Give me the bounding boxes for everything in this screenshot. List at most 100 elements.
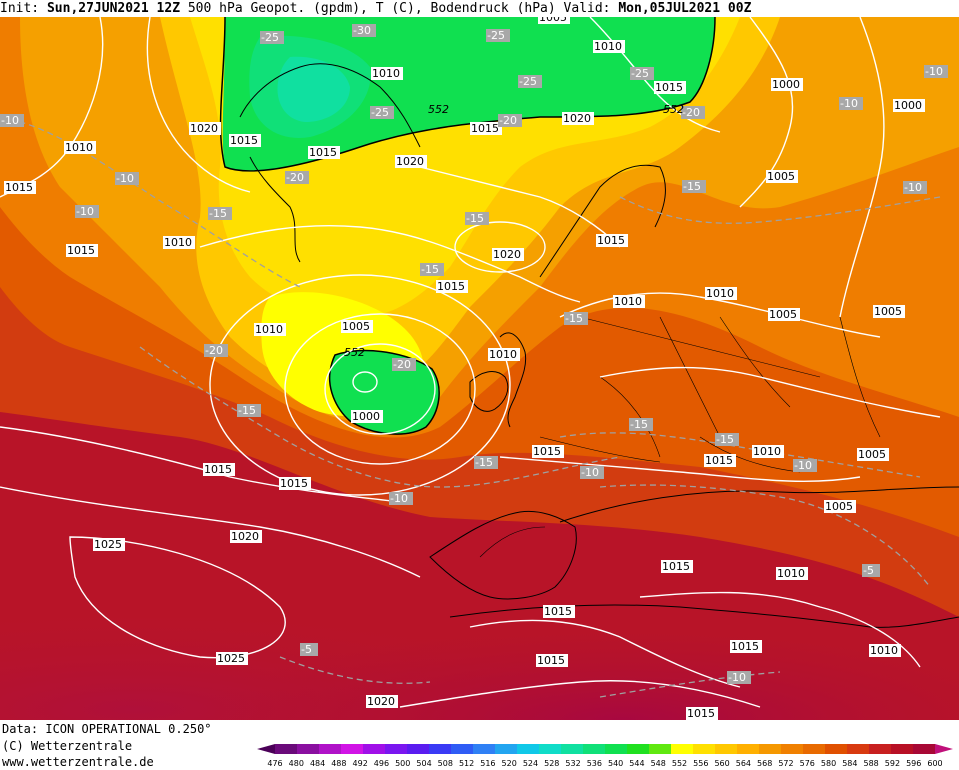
pressure-label: 1020	[563, 112, 591, 125]
temperature-label: -25	[631, 67, 649, 80]
temperature-labels: -25 -30 -25 -25 -25 -25 -20 -20 -10 -10 …	[0, 24, 948, 684]
temperature-label: -15	[238, 404, 256, 417]
isobars	[0, 17, 941, 708]
temperature-label: -20	[499, 114, 517, 127]
legend-tick-label: 572	[778, 759, 793, 768]
pressure-label: 1010	[594, 40, 622, 53]
temperature-label: -15	[630, 418, 648, 431]
legend-tick-label: 512	[459, 759, 474, 768]
legend-swatch	[429, 744, 452, 754]
legend-tick-label: 496	[374, 759, 389, 768]
pressure-label: 1015	[533, 445, 561, 458]
temperature-label: -10	[1, 114, 19, 127]
legend-tick-label: 568	[757, 759, 772, 768]
pressure-label: 1015	[537, 654, 565, 667]
legend-swatch	[473, 744, 496, 754]
legend-swatch	[583, 744, 606, 754]
pressure-label: 1010	[372, 67, 400, 80]
legend-tick-label: 556	[693, 759, 708, 768]
website-link[interactable]: www.wetterzentrale.de	[2, 755, 154, 769]
legend-tick-label: 540	[608, 759, 623, 768]
temperature-label: -15	[466, 212, 484, 225]
pressure-label: 1010	[65, 141, 93, 154]
pressure-label: 1000	[772, 78, 800, 91]
geopotential-label: 552	[344, 346, 365, 359]
pressure-label: 1015	[471, 122, 499, 135]
color-legend: 476 480 484 488 492 496 500 504 508 512 516 520 524 5…	[257, 744, 953, 768]
legend-swatch	[605, 744, 628, 754]
legend-swatch	[671, 744, 694, 754]
pressure-label: 1010	[706, 287, 734, 300]
legend-tick-label: 548	[651, 759, 666, 768]
legend-swatch	[517, 744, 540, 754]
pressure-label: 1020	[231, 530, 259, 543]
temperature-label: -10	[925, 65, 943, 78]
legend-swatch	[825, 744, 848, 754]
legend-tick-label: 476	[267, 759, 282, 768]
legend-tick-label: 508	[438, 759, 453, 768]
pressure-label: 1010	[777, 567, 805, 580]
pressure-label: 1000	[352, 410, 380, 423]
geopotential-labels: 552 552 552	[344, 103, 684, 359]
temperature-label: -10	[76, 205, 94, 218]
temperature-label: -5	[863, 564, 874, 577]
legend-tick-label: 584	[842, 759, 857, 768]
legend-swatch	[363, 744, 386, 754]
temperature-label: -20	[286, 171, 304, 184]
temperature-label: -20	[393, 358, 411, 371]
pressure-label: 1015	[705, 454, 733, 467]
geopotential-fill	[0, 17, 959, 720]
pressure-label: 1015	[662, 560, 690, 573]
temperature-label: -10	[728, 671, 746, 684]
legend-tick-label: 560	[714, 759, 729, 768]
legend-tick-label: 516	[480, 759, 495, 768]
pressure-label: 1005	[767, 170, 795, 183]
copyright: (C) Wetterzentrale	[2, 739, 133, 753]
legend-tick-label: 580	[821, 759, 836, 768]
legend-swatch	[275, 744, 298, 754]
chart-footer: Data: ICON OPERATIONAL 0.250° (C) Wetter…	[0, 720, 959, 770]
legend-tick-label: 576	[800, 759, 815, 768]
legend-swatch	[561, 744, 584, 754]
legend-swatch	[627, 744, 650, 754]
pressure-label: 1010	[870, 644, 898, 657]
legend-swatch	[297, 744, 320, 754]
pressure-label: 1015	[204, 463, 232, 476]
pressure-label: 1015	[230, 134, 258, 147]
pressure-label: 1005	[342, 320, 370, 333]
legend-arrow-right	[935, 744, 953, 754]
valid-value: Mon,05JUL2021 00Z	[618, 1, 752, 16]
init-value: Sun,27JUN2021 12Z	[46, 1, 181, 16]
pressure-label: 1015	[544, 605, 572, 618]
legend-swatch	[715, 744, 738, 754]
pressure-label: 1010	[489, 348, 517, 361]
legend-tick-label: 564	[736, 759, 751, 768]
legend-swatch	[319, 744, 342, 754]
temperature-label: -15	[716, 433, 734, 446]
legend-tick-label: 500	[395, 759, 410, 768]
pressure-label: 1015	[309, 146, 337, 159]
temperature-label: -25	[261, 31, 279, 44]
legend-swatch	[649, 744, 672, 754]
legend-tick-label: 544	[629, 759, 644, 768]
data-source: Data: ICON OPERATIONAL 0.250°	[2, 722, 212, 736]
pressure-label: 1005	[539, 17, 567, 24]
pressure-label: 1025	[217, 652, 245, 665]
description: 500 hPa Geopot. (gpdm), T (C), Bodendruc…	[187, 1, 556, 16]
temperature-label: -20	[682, 106, 700, 119]
pressure-label: 1005	[825, 500, 853, 513]
legend-swatch	[539, 744, 562, 754]
temperature-label: -25	[487, 29, 505, 42]
legend-swatch	[891, 744, 914, 754]
pressure-label: 1010	[255, 323, 283, 336]
map-canvas: 1005 1010 1020 1015 1000 1000 1010 1015 …	[0, 17, 959, 720]
legend-swatch	[847, 744, 870, 754]
legend-tick-label: 536	[587, 759, 602, 768]
pressure-label: 1005	[858, 448, 886, 461]
geopotential-label: 552	[663, 103, 684, 116]
pressure-label: 1015	[280, 477, 308, 490]
pressure-label: 1010	[614, 295, 642, 308]
weather-map: 1005 1010 1020 1015 1000 1000 1010 1015 …	[0, 17, 959, 720]
valid-label: Valid:	[563, 1, 611, 16]
pressure-label: 1020	[190, 122, 218, 135]
